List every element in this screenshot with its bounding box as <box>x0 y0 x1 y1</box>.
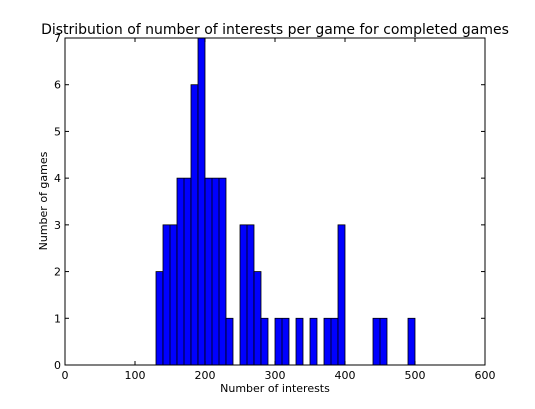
plot-frame <box>64 37 486 366</box>
x-axis-label: Number of interests <box>220 382 330 395</box>
histogram-bars <box>155 37 416 366</box>
x-tick-label: 600 <box>475 369 496 382</box>
x-tick-label: 400 <box>335 369 356 382</box>
y-tick-label: 4 <box>54 172 61 185</box>
histogram-bar <box>204 177 227 366</box>
x-tick-label: 500 <box>405 369 426 382</box>
histogram-bar <box>337 224 346 366</box>
histogram-bar <box>155 271 164 366</box>
x-tick-label: 0 <box>62 369 69 382</box>
histogram-bar <box>197 37 206 366</box>
y-tick-label: 0 <box>54 359 61 372</box>
y-tick-label: 7 <box>54 32 61 45</box>
histogram-bar <box>225 317 234 366</box>
y-axis-label: Number of games <box>37 151 50 250</box>
chart-title: Distribution of number of interests per … <box>41 22 509 38</box>
y-tick-label: 5 <box>54 125 61 138</box>
histogram-bar <box>295 317 304 366</box>
y-axis-ticks: 0 1 2 3 4 5 6 7 <box>54 32 485 372</box>
y-tick-label: 3 <box>54 219 61 232</box>
y-tick-label: 2 <box>54 266 61 279</box>
x-tick-label: 200 <box>195 369 216 382</box>
histogram-bar <box>260 317 269 366</box>
histogram-bar <box>407 317 416 366</box>
y-tick-label: 1 <box>54 312 61 325</box>
x-axis-ticks: 0 100 200 300 400 500 600 <box>62 38 496 382</box>
x-tick-label: 300 <box>265 369 286 382</box>
x-tick-label: 100 <box>125 369 146 382</box>
histogram-bar <box>309 317 318 366</box>
y-tick-label: 6 <box>54 79 61 92</box>
histogram-bar <box>190 84 199 366</box>
histogram-bar <box>253 271 262 366</box>
